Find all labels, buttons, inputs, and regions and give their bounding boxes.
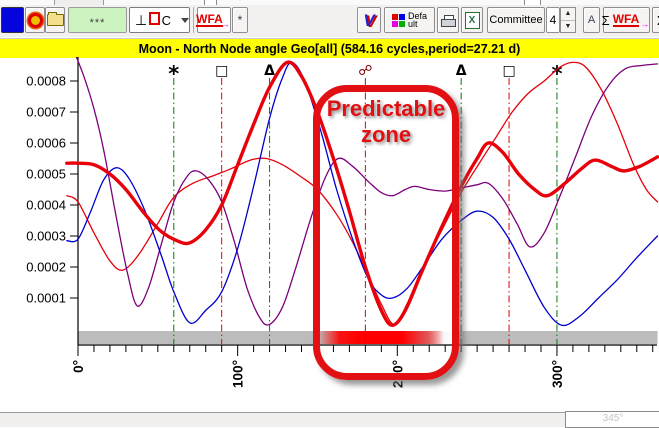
default-colors-button[interactable]: Defa ult xyxy=(384,7,435,33)
wfa-button[interactable]: WFA → xyxy=(196,7,231,33)
y-tick-label: 0.0006 xyxy=(26,136,66,151)
aspect-symbol-270: □ xyxy=(502,63,515,79)
stepper-up-button[interactable]: ▲ xyxy=(561,8,575,21)
stars-label: *** xyxy=(89,17,106,29)
series-blue-cycle xyxy=(66,61,659,327)
stepper-down-button[interactable]: ▼ xyxy=(561,21,575,33)
x-tick-label-100: 100° xyxy=(231,360,246,388)
committee-button[interactable]: Committee xyxy=(487,7,545,33)
folder-icon xyxy=(46,12,64,26)
y-tick-label: 0.0003 xyxy=(26,229,66,244)
dropdown-letter: C xyxy=(161,12,171,28)
stick-chart-icon: ⊥ xyxy=(135,11,148,28)
open-file-button[interactable] xyxy=(45,7,65,33)
options-button-clipped[interactable]: Options xyxy=(54,0,104,5)
wfa-label: WFA xyxy=(196,12,223,27)
y-tick-label: 0.0007 xyxy=(26,105,66,120)
chart-style-dropdown[interactable]: ⊥ C xyxy=(129,7,190,33)
chart-title-bar: Moon - North Node angle Geo[all] (584.16… xyxy=(0,38,659,58)
wfa-arrow-icon: → xyxy=(220,19,230,29)
clipped-checkbox[interactable] xyxy=(204,0,217,5)
bottom-band-highlight xyxy=(317,331,455,344)
cycles-chart[interactable]: * □ Δ ☍ Δ □ * 0.0001 0.0002 0.0003 0.0004 0.0005 0.0… xyxy=(0,57,659,412)
sum-wfa-label: WFA xyxy=(612,12,640,27)
color-quad-icon xyxy=(391,13,405,27)
series-purple-cycle xyxy=(75,57,659,326)
stars-status-box[interactable]: *** xyxy=(68,7,127,33)
print-button[interactable] xyxy=(437,7,459,33)
aspect-symbol-300: * xyxy=(551,62,562,86)
series-bold-red-projection xyxy=(65,60,659,328)
arrow-up-icon: ▲ xyxy=(564,10,572,18)
v-check-icon: V xyxy=(363,10,375,30)
printer-icon xyxy=(440,14,456,27)
options-button-label: Options xyxy=(62,0,96,1)
arrow-down-icon: ▼ xyxy=(564,22,572,30)
clipped-field[interactable] xyxy=(524,0,541,5)
excel-icon: X xyxy=(464,11,480,29)
cycles-count-field[interactable]: 4 xyxy=(546,7,560,33)
sigma-icon: Σ xyxy=(601,12,610,28)
chart-title: Moon - North Node angle Geo[all] (584.16… xyxy=(138,41,521,56)
y-tick-label: 0.0005 xyxy=(26,167,66,182)
x-tick-label-0: 0° xyxy=(71,360,86,373)
a-label: A xyxy=(587,14,596,26)
settings-button[interactable] xyxy=(25,7,45,33)
aspect-symbol-240: Δ xyxy=(456,63,467,79)
aspect-symbol-120: Δ xyxy=(264,63,275,79)
cycles-count-stepper: ▲ ▼ xyxy=(560,7,576,33)
cycles-count-value: 4 xyxy=(549,13,557,27)
y-tick-label: 0.0004 xyxy=(26,198,66,213)
bottom-panel-strip xyxy=(0,412,659,427)
annotation-text-button[interactable]: A xyxy=(583,7,600,33)
x-tick-label-300: 300° xyxy=(550,360,565,388)
verify-button[interactable]: V xyxy=(357,7,381,33)
gear-icon xyxy=(27,12,43,28)
y-tick-label: 0.0001 xyxy=(26,291,66,306)
sum-wfa-arrow-icon: → xyxy=(640,19,650,29)
export-excel-button[interactable]: X xyxy=(461,7,483,33)
y-tick-label: 0.0008 xyxy=(26,74,66,89)
color-swatch-button[interactable] xyxy=(1,7,24,33)
sum-button-clipped[interactable]: Σ xyxy=(652,7,659,33)
sigma-icon-clipped: Σ xyxy=(657,13,659,28)
star-small-button[interactable]: * xyxy=(232,7,248,33)
predictable-zone-box xyxy=(313,85,459,380)
aspect-symbol-180: ☍ xyxy=(358,63,372,79)
clipped-upper-toolbar: Options xyxy=(0,0,659,5)
star-small-label: * xyxy=(237,13,243,27)
cursor-position-tooltip-clipped: 345° xyxy=(565,411,659,428)
red-square-icon xyxy=(149,11,160,25)
aspect-symbol-60: * xyxy=(168,62,179,86)
predictable-zone-label: Predictable zone xyxy=(326,96,446,147)
chevron-down-icon xyxy=(181,17,189,23)
y-tick-label: 0.0002 xyxy=(26,260,66,275)
sum-wfa-button[interactable]: Σ WFA → xyxy=(601,7,650,33)
default-label: Defa ult xyxy=(407,11,427,29)
aspect-symbol-90: □ xyxy=(215,63,228,79)
toolbar-separator xyxy=(193,7,194,33)
committee-label: Committee xyxy=(489,14,543,26)
